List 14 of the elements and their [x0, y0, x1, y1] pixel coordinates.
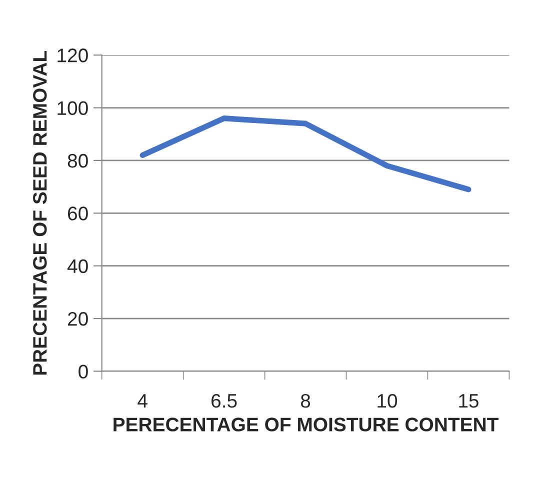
x-tick-label: 10 [378, 394, 398, 408]
y-axis-title: PRECENTAGE OF SEED REMOVAL [33, 50, 47, 375]
x-axis-title: PERECENTAGE OF MOISTURE CONTENT [114, 418, 499, 432]
y-tick-label: 80 [68, 154, 88, 168]
y-tick-label: 60 [68, 206, 88, 220]
y-tick-label: 120 [58, 48, 88, 62]
y-tick-label: 40 [67, 259, 88, 274]
y-tick-label: 0 [78, 364, 88, 378]
y-tick-label: 100 [58, 101, 88, 116]
x-tick-label: 6.5 [212, 394, 237, 408]
x-tick-label: 4 [138, 394, 148, 408]
x-tick-label: 15 [459, 394, 478, 408]
y-tick-label: 20 [68, 312, 88, 326]
x-tick-label: 8 [300, 394, 310, 408]
